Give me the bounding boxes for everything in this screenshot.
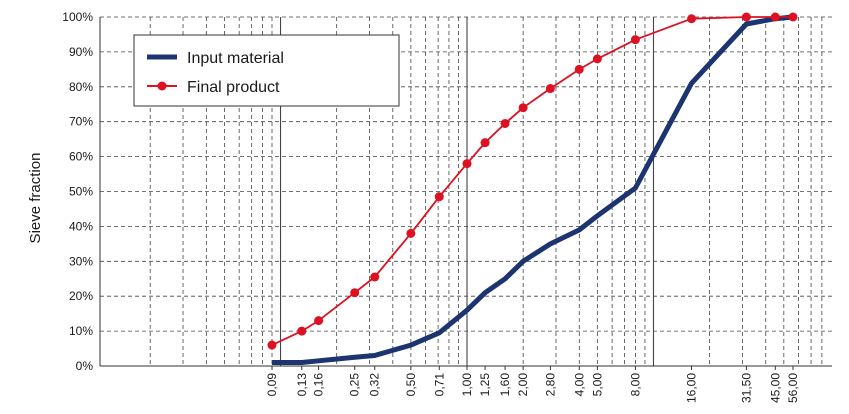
y-tick-label: 100% [62, 10, 93, 24]
data-point-final-product [631, 35, 640, 44]
y-tick-label: 10% [69, 324, 93, 338]
y-tick-label: 50% [69, 185, 93, 199]
y-tick-label: 90% [69, 45, 93, 59]
data-point-final-product [314, 316, 323, 325]
y-axis-label: Sieve fraction [27, 153, 44, 244]
x-tick-label: 0,32 [368, 373, 382, 397]
x-tick-label: 5,00 [590, 373, 604, 397]
y-tick-label: 80% [69, 80, 93, 94]
x-tick-label: 8,00 [628, 373, 642, 397]
data-point-final-product [463, 159, 472, 168]
y-axis-ticks: 0% 10% 20% 30% 40% 50% 60% 70% 80% 90% 100% [62, 10, 93, 373]
y-tick-label: 60% [69, 150, 93, 164]
data-point-final-product [370, 273, 379, 282]
x-tick-label: 4,00 [572, 373, 586, 397]
data-point-final-product [501, 119, 510, 128]
y-tick-label: 70% [69, 115, 93, 129]
data-point-final-product [406, 229, 415, 238]
x-tick-label: 0,16 [312, 373, 326, 397]
legend-final-product-marker [158, 82, 167, 91]
x-axis-ticks: 0,09 0,13 0,16 0,25 0,32 0,50 0,71 1,00 1,25 1,60… [265, 366, 800, 403]
y-tick-label: 40% [69, 219, 93, 233]
x-tick-label: 0,71 [432, 373, 446, 397]
x-tick-label: 2,80 [543, 373, 557, 397]
x-tick-label: 1,00 [460, 373, 474, 397]
data-point-final-product [481, 138, 490, 147]
x-tick-label: 56,00 [786, 373, 800, 403]
data-point-final-product [575, 65, 584, 74]
y-tick-label: 30% [69, 254, 93, 268]
data-point-final-product [687, 14, 696, 23]
x-tick-label: 0,13 [295, 373, 309, 397]
x-tick-label: 0,25 [348, 373, 362, 397]
x-tick-label: 0,50 [404, 373, 418, 397]
x-tick-label: 1,25 [478, 373, 492, 397]
data-point-final-product [435, 192, 444, 201]
x-tick-label: 31,50 [739, 373, 753, 403]
data-point-final-product [742, 13, 751, 22]
legend-final-product-label: Final product [187, 79, 280, 96]
y-tick-label: 0% [76, 359, 94, 373]
data-point-final-product [593, 54, 602, 63]
data-point-final-product [297, 327, 306, 336]
x-tick-label: 16,00 [685, 373, 699, 403]
y-tick-label: 20% [69, 289, 93, 303]
data-point-final-product [789, 13, 798, 22]
data-point-final-product [519, 103, 528, 112]
legend-input-material-label: Input material [187, 50, 284, 67]
data-point-final-product [268, 341, 277, 350]
x-tick-label: 2,00 [516, 373, 530, 397]
data-point-final-product [546, 84, 555, 93]
legend: Input material Final product [134, 35, 399, 106]
x-tick-label: 45,00 [768, 373, 782, 403]
x-tick-label: 0,09 [265, 373, 279, 397]
x-tick-label: 1,60 [498, 373, 512, 397]
data-point-final-product [771, 13, 780, 22]
data-point-final-product [350, 288, 359, 297]
